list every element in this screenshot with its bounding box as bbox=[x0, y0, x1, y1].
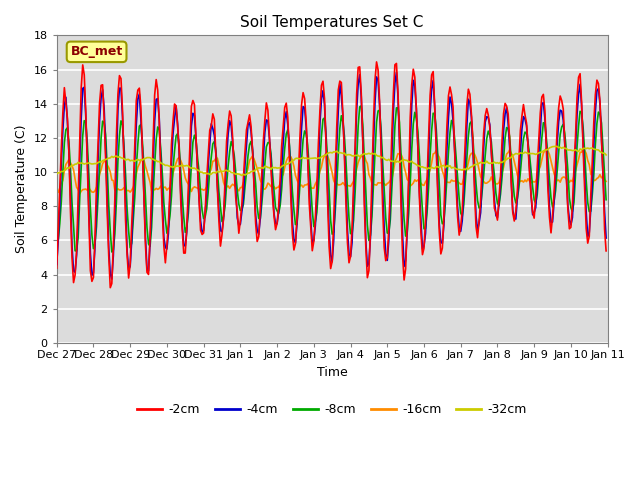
Title: Soil Temperatures Set C: Soil Temperatures Set C bbox=[241, 15, 424, 30]
Legend: -2cm, -4cm, -8cm, -16cm, -32cm: -2cm, -4cm, -8cm, -16cm, -32cm bbox=[132, 398, 532, 421]
X-axis label: Time: Time bbox=[317, 365, 348, 379]
Y-axis label: Soil Temperature (C): Soil Temperature (C) bbox=[15, 125, 28, 253]
Text: BC_met: BC_met bbox=[70, 45, 123, 59]
